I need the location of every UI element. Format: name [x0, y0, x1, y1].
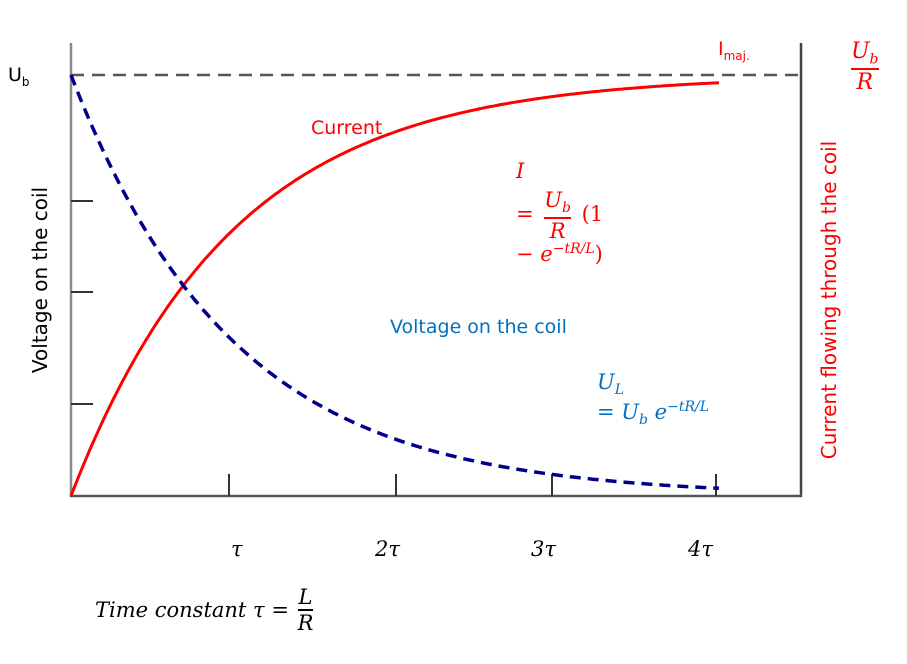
current-curve: [69, 81, 720, 497]
left-y-ticks: [71, 200, 93, 405]
voltage-formula-u: U: [597, 370, 615, 394]
voltage-formula-line2: = Ub e−tR/L: [597, 399, 709, 429]
time-constant-text: Time constant τ =: [95, 598, 289, 623]
frac-num-sub: b: [869, 51, 879, 68]
current-formula-line2: = Ub R (1: [516, 189, 603, 242]
imax-label-main: I: [718, 38, 724, 60]
formula-paren: (1: [581, 202, 604, 227]
formula-exponent: −tR/L: [552, 241, 595, 258]
ub-label-sub: b: [21, 74, 30, 89]
voltage-formula-exponent: −tR/L: [667, 398, 710, 415]
equals-sign: =: [597, 399, 615, 424]
equals-sign: =: [516, 202, 534, 227]
x-tick-label-2: 2τ: [375, 537, 400, 561]
fraction-bar: [297, 609, 314, 612]
current-formula-line3: − e−tR/L): [516, 241, 603, 267]
voltage-series-label: Voltage on the coil: [390, 316, 567, 338]
imax-label: Imaj.: [718, 38, 750, 63]
ub-reference-label: Ub: [8, 64, 30, 89]
frac-den: R: [856, 70, 874, 96]
voltage-curve: [69, 74, 720, 491]
x-ticks: [228, 474, 717, 496]
formula-num: U: [544, 188, 562, 213]
formula-e: e: [540, 242, 553, 267]
time-constant-label: Time constant τ = L R: [95, 585, 314, 636]
x-tick-label-4: 4τ: [688, 537, 713, 561]
formula-num-sub: b: [562, 200, 571, 217]
formula-den: R: [549, 218, 566, 243]
voltage-formula-e: e: [654, 399, 668, 424]
right-ub-over-r: Ub R: [851, 40, 879, 94]
current-formula: I = Ub R (1 − e−tR/L): [516, 159, 603, 267]
voltage-formula-ub-sub: b: [639, 412, 648, 429]
formula-close-paren: ): [594, 242, 603, 267]
voltage-formula: UL = Ub e−tR/L: [597, 370, 709, 429]
time-constant-num: L: [298, 585, 313, 609]
voltage-formula-line1: UL: [597, 370, 709, 399]
right-y-axis-label: Current flowing through the coil: [817, 140, 841, 460]
fraction-bar: [851, 68, 879, 71]
voltage-formula-ub: U: [621, 399, 639, 424]
imax-label-sub: maj.: [723, 48, 750, 63]
x-tick-label-1: τ: [231, 537, 243, 561]
x-tick-label-3: 3τ: [531, 537, 556, 561]
fraction-bar: [544, 216, 571, 219]
voltage-formula-u-sub: L: [614, 382, 624, 399]
frac-num: U: [851, 39, 870, 64]
ub-label-main: U: [8, 64, 22, 86]
time-constant-den: R: [297, 611, 314, 636]
current-series-label: Current: [311, 117, 383, 139]
current-formula-i: I: [516, 159, 525, 183]
minus-sign: −: [516, 242, 534, 267]
left-y-axis-label: Voltage on the coil: [28, 186, 52, 374]
